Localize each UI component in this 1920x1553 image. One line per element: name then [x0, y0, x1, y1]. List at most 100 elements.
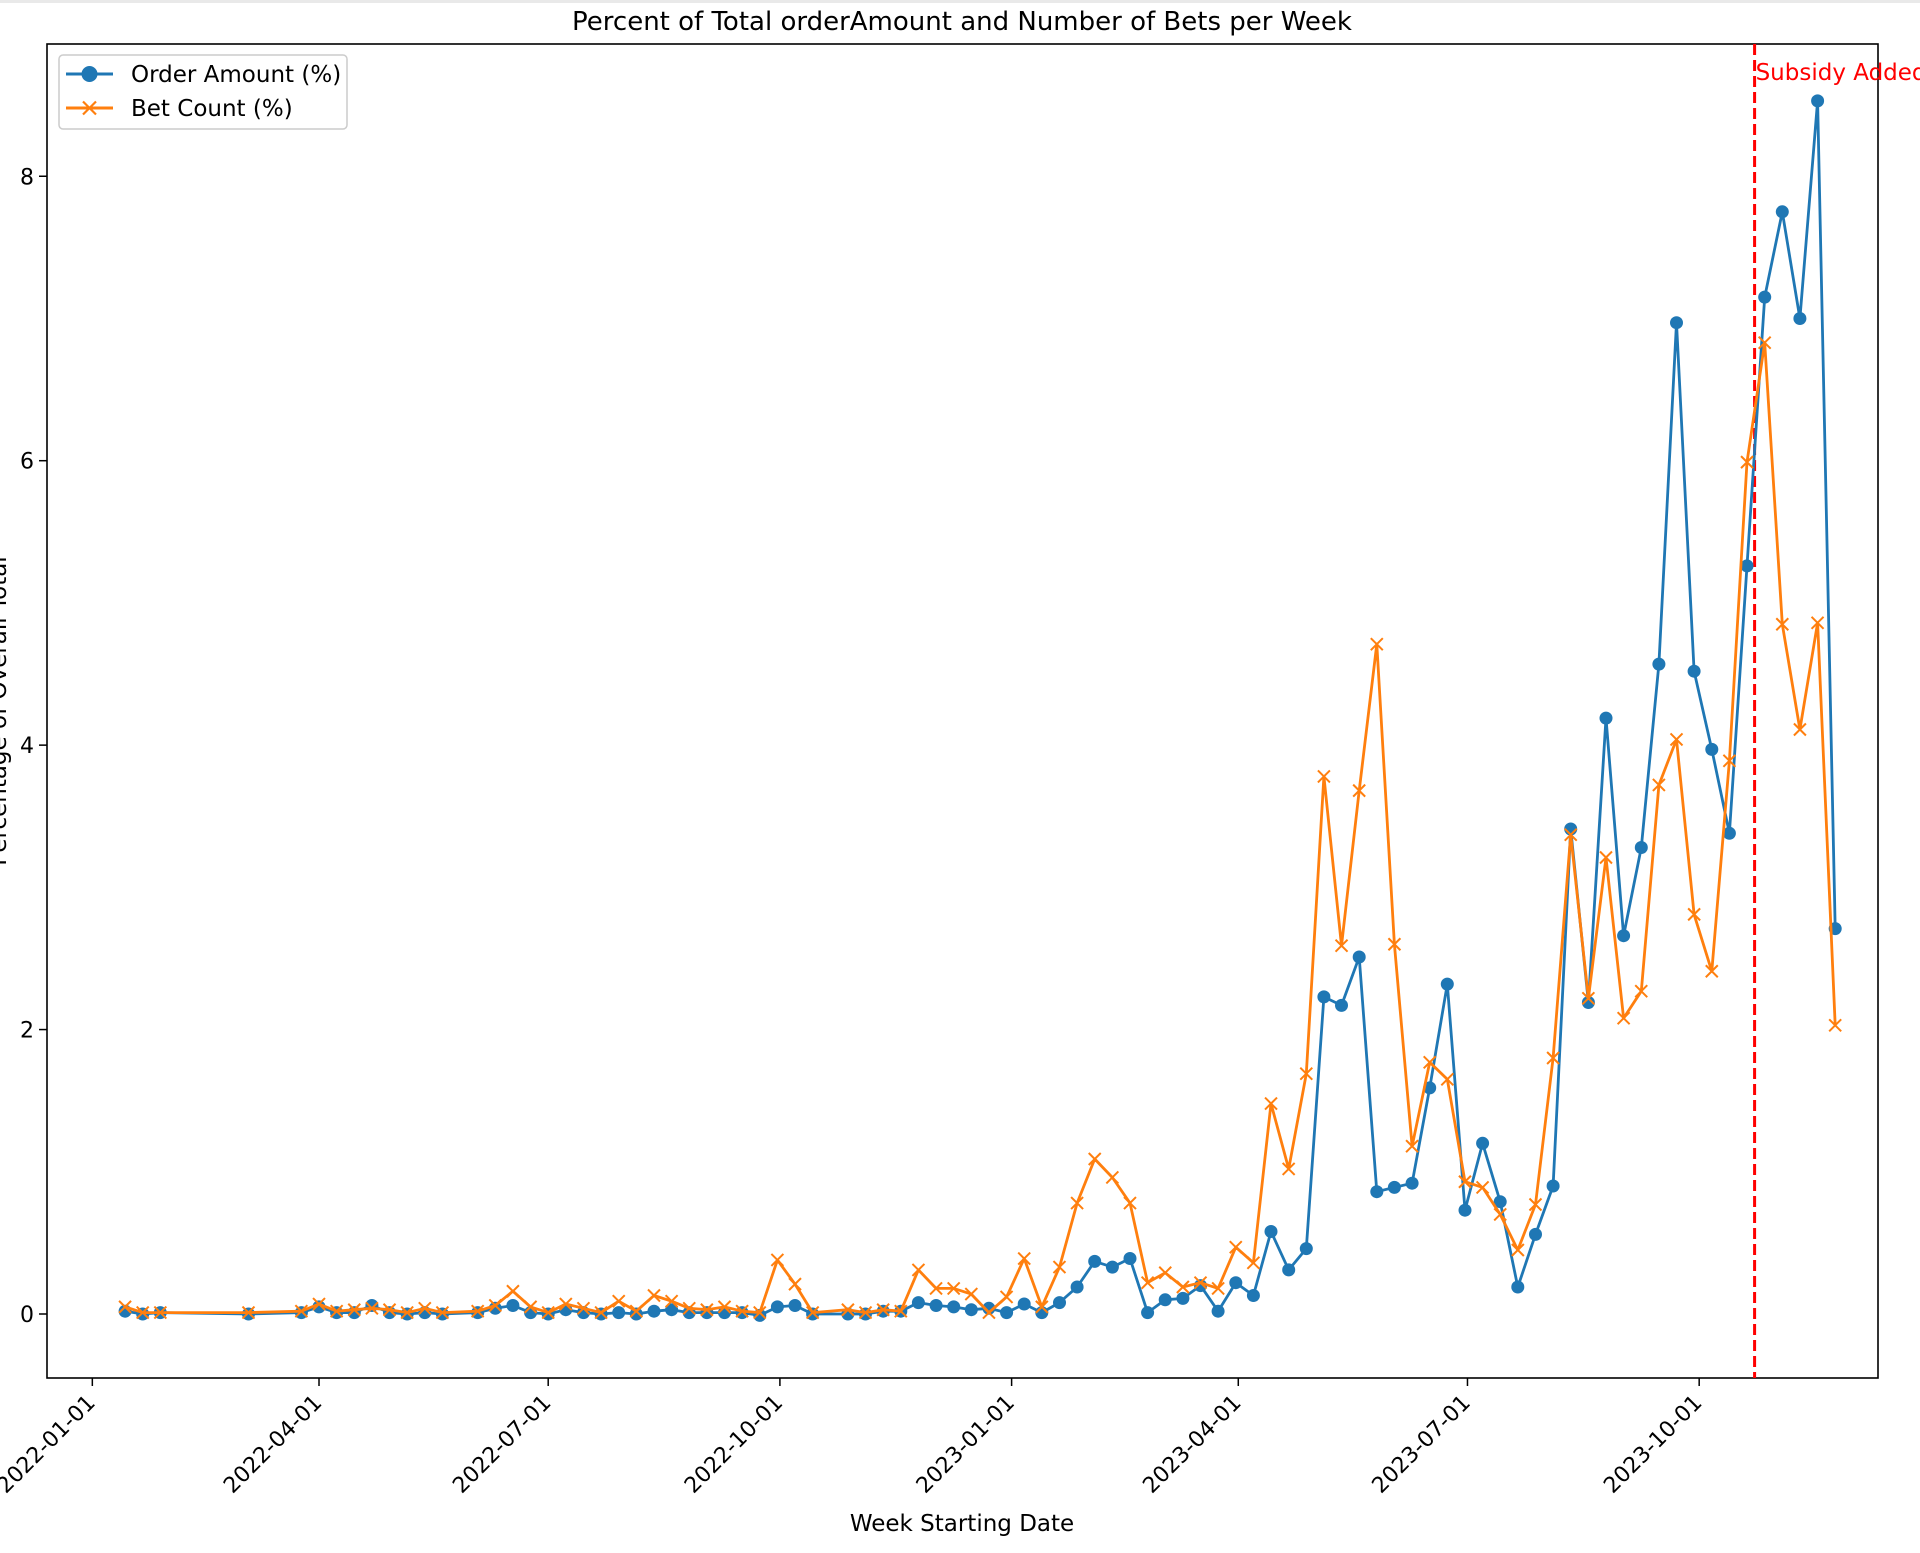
data-point	[1775, 617, 1789, 631]
data-point	[559, 1297, 573, 1311]
data-point	[911, 1296, 925, 1310]
y-tick-label: 2	[20, 1019, 34, 1044]
data-point	[894, 1304, 908, 1318]
data-point	[946, 1281, 961, 1296]
data-point	[1475, 1180, 1490, 1195]
subsidy-label: Subsidy Added	[1756, 60, 1920, 86]
data-point	[1052, 1260, 1067, 1274]
y-tick-label: 0	[20, 1303, 34, 1328]
data-point	[1176, 1291, 1190, 1305]
data-point	[488, 1298, 503, 1313]
data-point	[770, 1300, 784, 1314]
data-point	[612, 1306, 626, 1320]
data-point	[1581, 991, 1596, 1005]
data-point	[1722, 754, 1737, 768]
data-point	[1740, 559, 1754, 573]
data-point	[1282, 1263, 1296, 1277]
data-point	[312, 1297, 326, 1311]
data-point	[1387, 937, 1402, 951]
data-point	[982, 1305, 996, 1320]
data-point	[470, 1304, 485, 1318]
data-point	[1564, 828, 1578, 842]
data-point	[506, 1299, 520, 1312]
data-point	[1828, 1018, 1842, 1033]
data-point	[488, 1301, 502, 1315]
data-point	[629, 1304, 644, 1318]
data-point	[435, 1305, 450, 1320]
data-point	[1476, 1136, 1490, 1150]
data-point	[1810, 616, 1825, 630]
data-point	[594, 1305, 608, 1320]
data-point	[1158, 1293, 1172, 1307]
data-point	[664, 1294, 679, 1308]
data-point	[1616, 1011, 1631, 1025]
data-point	[241, 1305, 256, 1320]
data-point	[1722, 826, 1736, 840]
data-point	[841, 1303, 855, 1317]
series-layer	[118, 94, 1842, 1322]
data-point	[1000, 1306, 1014, 1320]
data-point	[1193, 1276, 1208, 1290]
data-point	[1035, 1300, 1049, 1314]
data-point	[682, 1301, 696, 1316]
y-axis-label: Percentage of Overall Total	[0, 556, 12, 865]
x-tick-label: 2023-10-01	[1599, 1391, 1707, 1499]
data-point	[1511, 1243, 1525, 1257]
x-axis-ticks: 2022-01-01 2022-04-01 2022-07-01 2022-10-01…	[0, 1378, 1707, 1499]
data-point	[735, 1304, 749, 1318]
data-point	[1546, 1179, 1560, 1193]
data-point	[347, 1303, 361, 1317]
data-point	[312, 1300, 326, 1314]
data-point	[1440, 1072, 1455, 1087]
y-tick-label: 4	[20, 734, 34, 759]
data-point	[1246, 1256, 1261, 1270]
data-point	[1758, 290, 1772, 304]
series-bet-count	[118, 335, 1842, 1320]
data-point	[1422, 1055, 1437, 1069]
data-point	[1352, 950, 1366, 964]
data-point	[1229, 1276, 1243, 1290]
data-point	[1070, 1196, 1084, 1210]
data-point	[1599, 711, 1613, 725]
data-point	[788, 1277, 802, 1291]
data-point	[770, 1253, 785, 1267]
legend-label-bet-count: Bet Count (%)	[131, 96, 293, 122]
data-point	[1105, 1170, 1120, 1185]
legend: Order Amount (%) Bet Count (%)	[58, 54, 348, 130]
data-point	[1652, 778, 1666, 792]
x-tick-label: 2022-01-01	[0, 1391, 101, 1499]
data-point	[400, 1305, 414, 1320]
data-point	[717, 1300, 732, 1314]
data-point	[964, 1287, 979, 1301]
data-point	[1581, 996, 1595, 1009]
data-point	[1088, 1254, 1102, 1268]
x-tick-label: 2022-04-01	[219, 1391, 327, 1499]
data-point	[1123, 1196, 1137, 1210]
data-point	[329, 1304, 344, 1318]
data-point	[1458, 1175, 1472, 1189]
data-point	[1528, 1197, 1543, 1212]
data-point	[858, 1305, 873, 1320]
data-point	[1793, 722, 1807, 737]
data-point	[1211, 1304, 1225, 1318]
subsidy-annotation: Subsidy Added	[1753, 44, 1920, 1378]
data-point	[1070, 1280, 1084, 1294]
x-axis-label: Week Starting Date	[850, 1511, 1074, 1537]
data-point	[1053, 1296, 1066, 1310]
data-point	[753, 1305, 767, 1320]
data-point	[647, 1288, 661, 1303]
data-point	[1634, 841, 1648, 854]
data-point	[805, 1305, 820, 1320]
data-point	[1757, 335, 1772, 350]
data-point	[1281, 1162, 1296, 1176]
data-point	[1458, 1203, 1472, 1217]
data-point	[523, 1300, 538, 1314]
data-point	[876, 1303, 890, 1317]
data-point	[999, 1290, 1014, 1304]
y-axis-ticks: 0 2 4 6 8	[20, 165, 47, 1328]
data-point	[1335, 998, 1348, 1012]
data-point	[1405, 1176, 1419, 1190]
data-point	[1246, 1289, 1260, 1302]
data-point	[506, 1284, 520, 1298]
data-point	[1493, 1195, 1507, 1209]
